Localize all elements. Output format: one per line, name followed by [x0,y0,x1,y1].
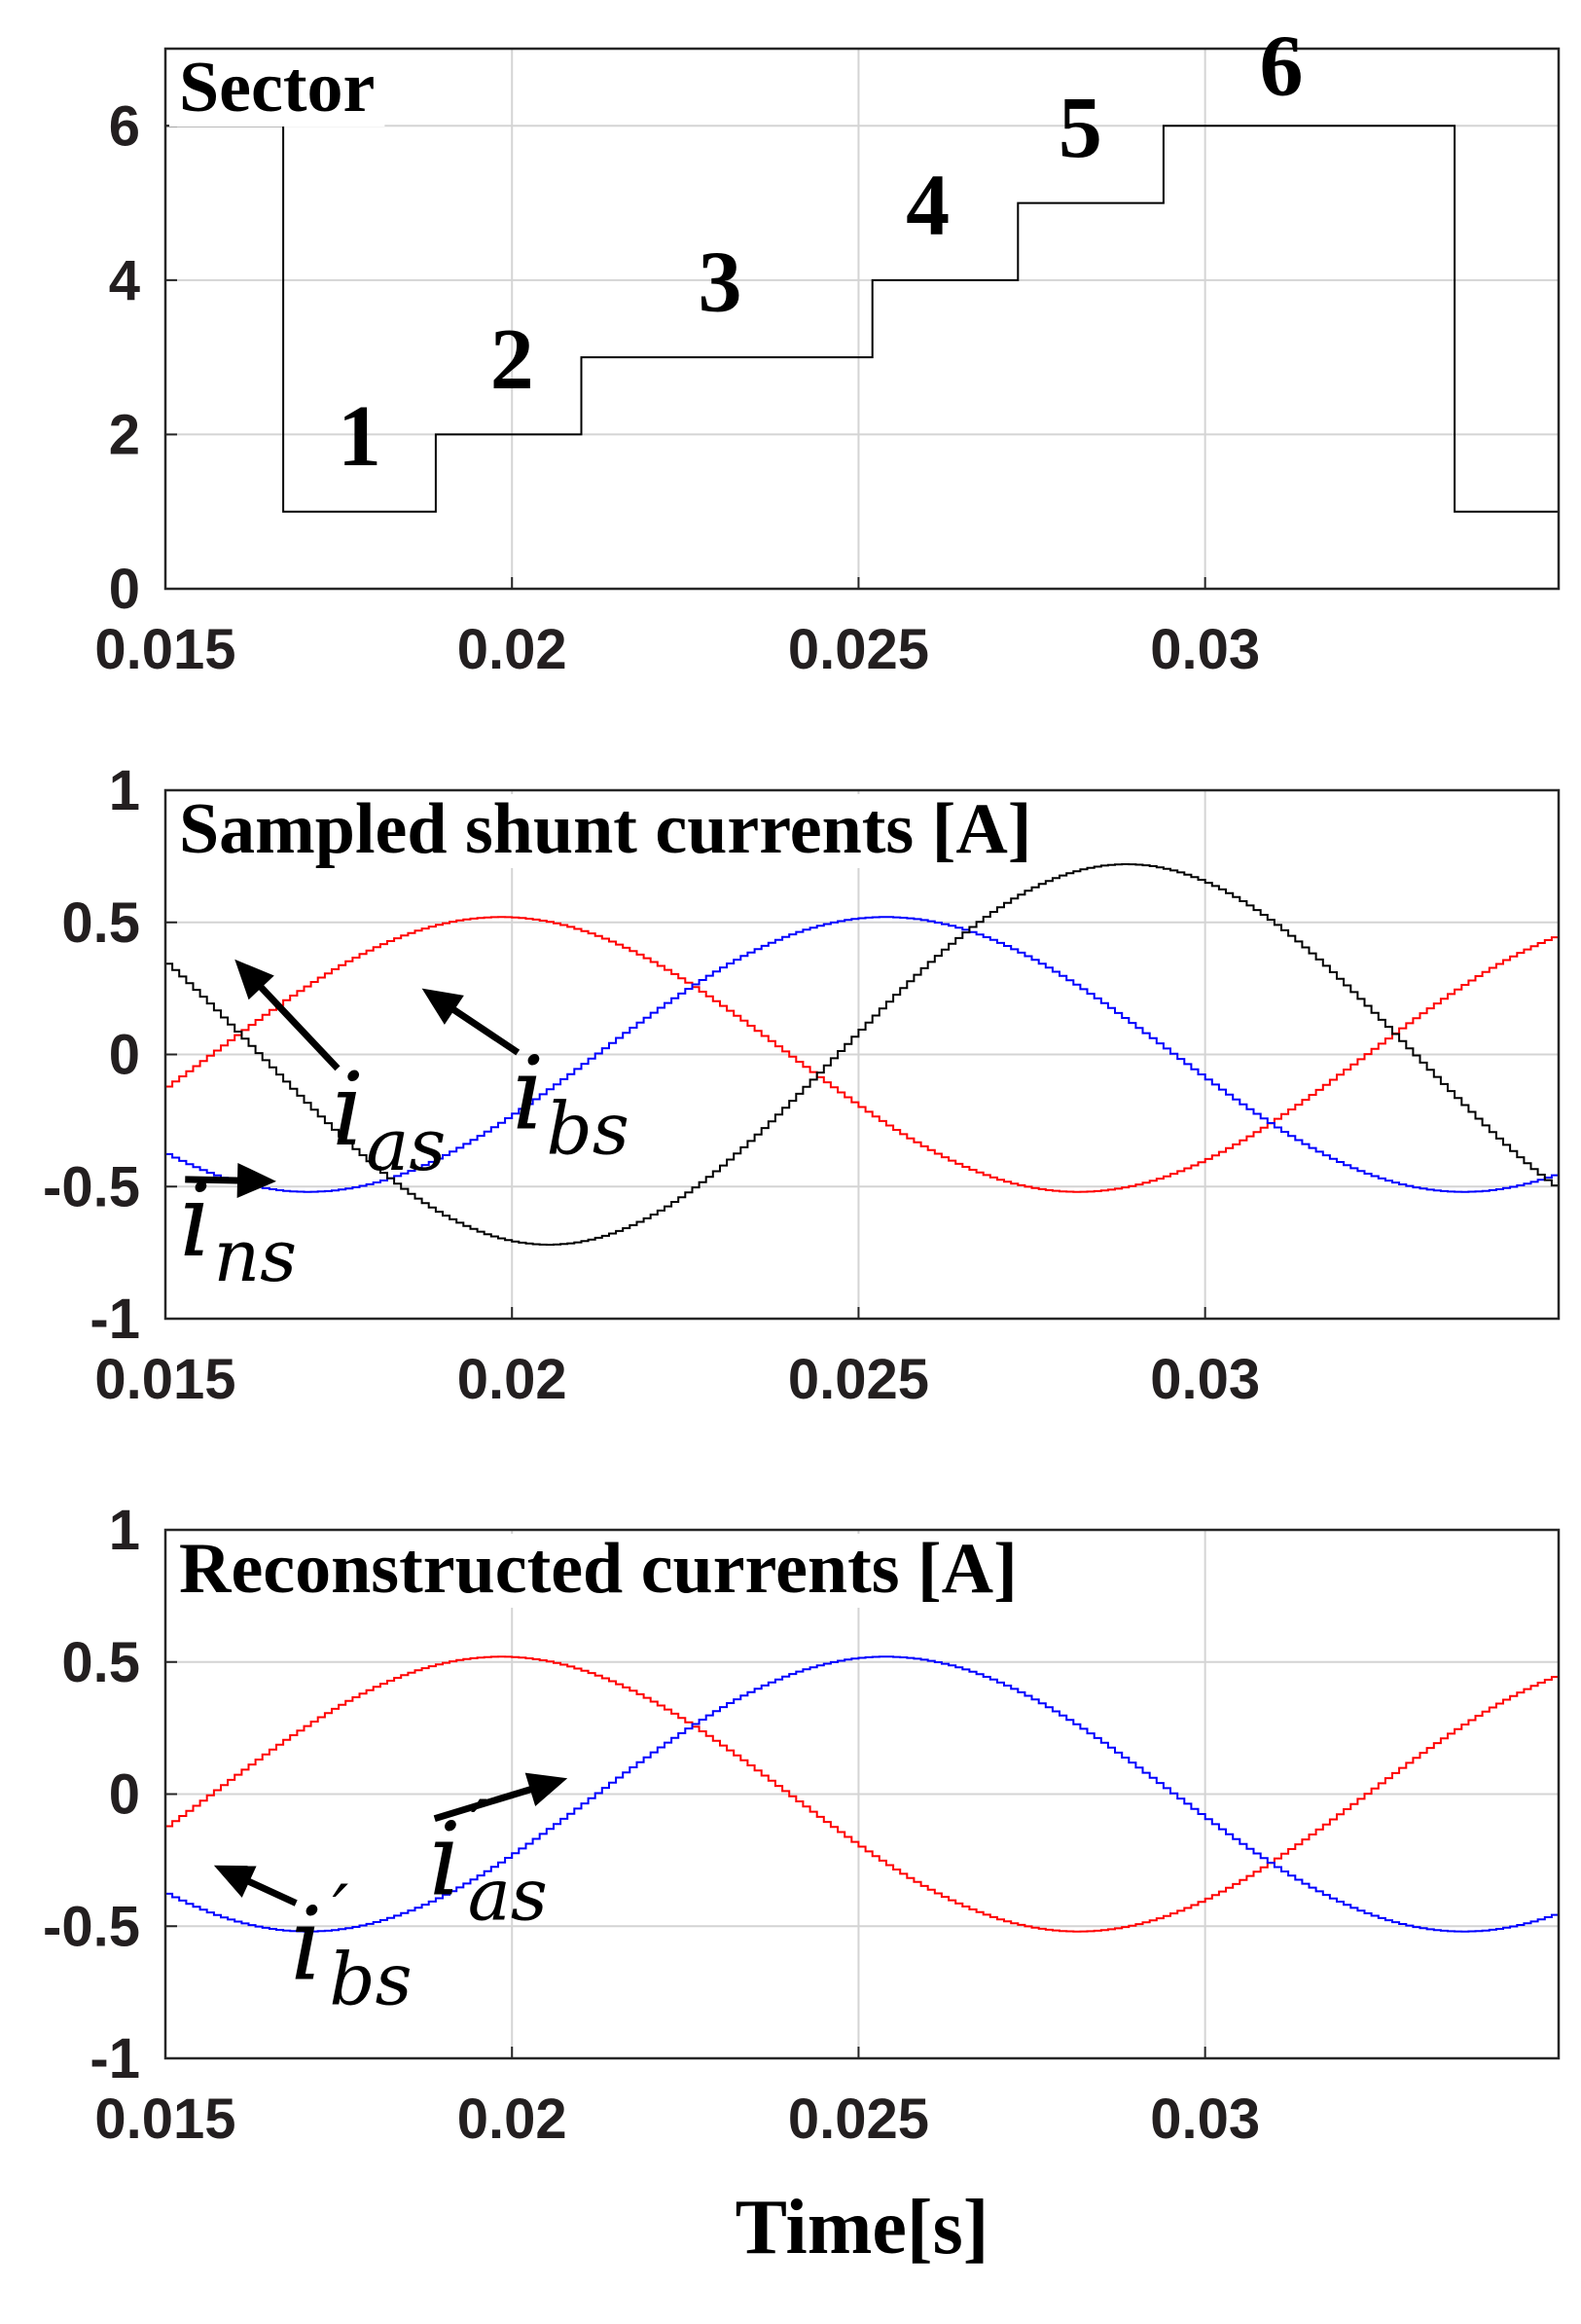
axes-frame [163,47,1561,591]
annotation-label: ias [332,1050,446,1187]
x-tick-label: 0.025 [788,1348,929,1411]
y-tick-label: 0 [109,558,140,621]
series-line-0 [165,125,1559,513]
series-line-1 [165,1655,1560,1933]
series-line-2 [165,863,1560,1246]
x-tick-label: 0.025 [788,618,929,681]
x-tick-label: 0.03 [1150,618,1260,681]
y-tick-label: 0.5 [61,891,140,955]
annotation-arrow-head [234,959,274,1000]
y-tick-label: -1 [90,2027,140,2090]
title-backing [169,794,1042,868]
x-tick-label: 0.03 [1150,2088,1260,2151]
panel-title: Reconstructed currents [A] [179,1529,1018,1609]
sector-number-label: 5 [1059,80,1102,176]
x-tick-label: 0.02 [457,2088,567,2151]
annotation-arrow-head [421,988,464,1025]
annotation-label: ibs [512,1035,629,1172]
y-tick-label: 0 [109,1763,140,1827]
sector-number-label: 2 [490,311,534,408]
sector-panel: 0.015 0.02 0.025 0.03 0 2 4 6 Sector 1 2 3 4 5 6 [94,18,1561,681]
title-backing [169,53,385,127]
sampled-currents-panel: 0.015 0.02 0.025 0.03 -1 -0.5 0 0.5 1 Sampled shu… [43,759,1561,1411]
x-tick-label: 0.015 [94,618,235,681]
annotation-arrow-head [236,1162,276,1198]
x-tick-label: 0.02 [457,1348,567,1411]
x-tick-label: 0.015 [94,2088,235,2151]
y-tick-label: -0.5 [43,1155,140,1218]
title-backing [169,1534,1027,1608]
y-tick-label: 1 [109,1499,140,1562]
y-tick-label: 2 [109,403,140,466]
annotation-arrow-head [213,1865,257,1898]
x-tick-label: 0.02 [457,618,567,681]
y-tick-label: -1 [90,1288,140,1351]
annotation-label: i ′ as [429,1786,548,1938]
y-tick-label: 6 [109,94,140,158]
series-group [165,863,1560,1246]
series-group [165,125,1559,513]
series-line-0 [165,1655,1560,1933]
sector-number-label: 3 [698,235,741,331]
annotation-label: i ′ bs [290,1870,412,2022]
y-tick-label: 4 [109,249,140,312]
x-axis-label: Time[s] [736,2185,989,2270]
annotation-label: ins [179,1161,297,1298]
y-tick-label: 0 [109,1024,140,1087]
y-tick-label: 0.5 [61,1631,140,1694]
annotation-arrow-shaft [441,999,521,1056]
sector-number-label: 6 [1260,18,1304,115]
annotation-arrow-shaft [433,1782,545,1823]
y-tick-label: -0.5 [43,1895,140,1958]
annotation-arrow-shaft [249,975,341,1071]
y-tick-label: 1 [109,759,140,822]
series-group [165,1655,1560,1933]
panel-title: Sampled shunt currents [A] [179,789,1031,869]
x-tick-label: 0.03 [1150,1348,1260,1411]
reconstructed-currents-panel: 0.015 0.02 0.025 0.03 -1 -0.5 0 0.5 1 Reconstruct… [43,1499,1561,2270]
sector-number-label: 4 [906,157,950,253]
x-tick-label: 0.015 [94,1348,235,1411]
series-line-1 [165,916,1560,1193]
panel-title: Sector [179,48,375,127]
series-line-0 [165,916,1560,1193]
annotation-arrow-head [524,1772,568,1807]
x-tick-label: 0.025 [788,2088,929,2151]
sector-number-label: 1 [338,388,381,485]
